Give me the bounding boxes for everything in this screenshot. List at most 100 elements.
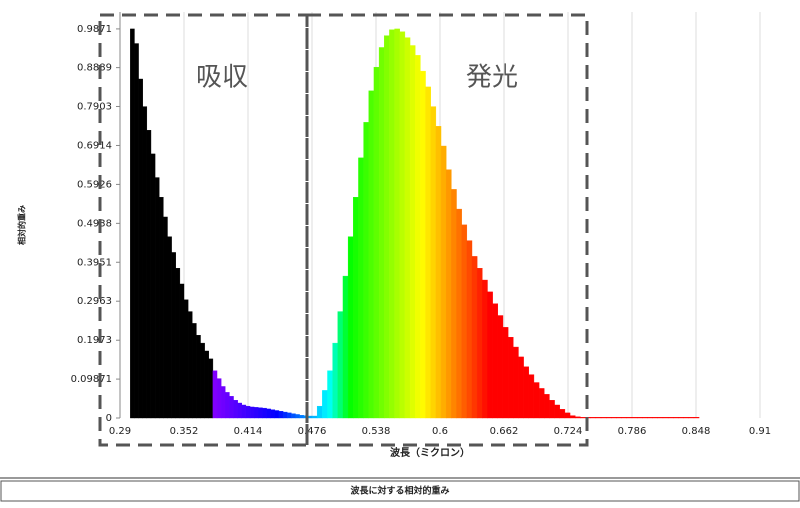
bar	[631, 417, 638, 419]
bar	[212, 370, 218, 419]
bar	[595, 417, 602, 419]
bar	[187, 311, 193, 419]
bar	[451, 189, 457, 419]
bar	[466, 240, 473, 419]
bar	[384, 35, 390, 419]
bar	[430, 106, 437, 419]
bar	[311, 415, 318, 419]
bar	[337, 311, 344, 419]
bar	[564, 412, 571, 419]
bar	[580, 417, 586, 419]
bar	[146, 130, 152, 419]
bar	[347, 236, 354, 419]
bar	[538, 388, 545, 419]
table-header	[0, 480, 800, 502]
bar	[237, 402, 243, 419]
bar	[611, 417, 617, 419]
bar	[657, 417, 664, 419]
y-tick-label: 0.09871	[71, 374, 112, 385]
bar	[621, 417, 628, 419]
bar	[322, 390, 328, 419]
bar	[342, 275, 349, 419]
bar	[642, 417, 648, 419]
bar	[409, 45, 416, 419]
bar	[220, 386, 226, 419]
x-tick-label: 0.352	[170, 426, 199, 437]
bar	[523, 366, 529, 419]
bar	[327, 370, 333, 419]
bar	[299, 415, 304, 419]
x-tick-label: 0.29	[109, 426, 131, 437]
bar	[533, 382, 540, 419]
bar	[461, 224, 468, 419]
bar	[683, 417, 689, 419]
bar	[492, 303, 499, 419]
bar	[332, 342, 339, 419]
y-tick-label: 0.1973	[77, 335, 112, 346]
bar	[245, 405, 251, 419]
bar	[163, 216, 168, 419]
dashed-box	[305, 13, 589, 447]
bar	[616, 417, 622, 419]
y-tick-label: 0.6914	[77, 140, 112, 151]
bar	[291, 413, 296, 419]
bar	[241, 404, 247, 419]
x-tick-label: 0.786	[618, 426, 647, 437]
bar	[389, 29, 395, 419]
bar	[253, 407, 259, 419]
bar	[404, 37, 411, 419]
bar	[445, 169, 452, 419]
bar	[225, 392, 230, 419]
bar	[229, 396, 234, 419]
bar	[497, 315, 504, 419]
x-tick-label: 0.848	[682, 426, 711, 437]
bar	[159, 197, 164, 419]
bar	[600, 417, 607, 419]
bar	[425, 86, 431, 419]
bar	[673, 417, 679, 419]
bar	[693, 417, 700, 419]
bar	[167, 236, 172, 419]
y-tick-label: 0	[106, 413, 112, 424]
bar	[528, 374, 535, 419]
bar	[420, 70, 426, 419]
y-tick-label: 0.4938	[77, 218, 112, 229]
x-axis-label: 波長（ミクロン）	[390, 446, 470, 459]
bar	[154, 177, 160, 419]
bar	[204, 350, 209, 419]
x-tick-label: 0.476	[298, 426, 327, 437]
table-title: 波長に対する相対的重み	[350, 485, 449, 497]
bar	[196, 335, 201, 419]
bar	[200, 342, 205, 419]
bar	[138, 78, 143, 419]
bar	[270, 409, 276, 419]
bar	[368, 90, 375, 419]
bar	[208, 358, 214, 419]
bar	[399, 31, 406, 419]
dashed-box	[98, 13, 309, 447]
bar	[569, 415, 576, 419]
bar	[278, 411, 284, 419]
bar	[507, 336, 514, 419]
bar	[183, 299, 189, 419]
bar	[274, 410, 280, 419]
bar	[130, 28, 135, 419]
y-tick-label: 0.9871	[77, 24, 112, 35]
bar	[647, 417, 653, 419]
bar	[262, 407, 267, 419]
x-tick-label: 0.91	[749, 426, 771, 437]
bar	[316, 405, 323, 419]
bar	[373, 66, 380, 419]
y-tick-label: 0.5926	[77, 179, 112, 190]
bar	[518, 356, 524, 419]
bar	[440, 145, 447, 419]
x-tick-label: 0.724	[554, 426, 583, 437]
bar	[575, 416, 581, 419]
bar	[502, 327, 509, 419]
annotation: 吸収	[196, 63, 248, 93]
bar	[150, 153, 156, 419]
bar	[626, 417, 633, 419]
y-tick-label: 0.7903	[77, 101, 112, 112]
bar	[216, 378, 222, 419]
